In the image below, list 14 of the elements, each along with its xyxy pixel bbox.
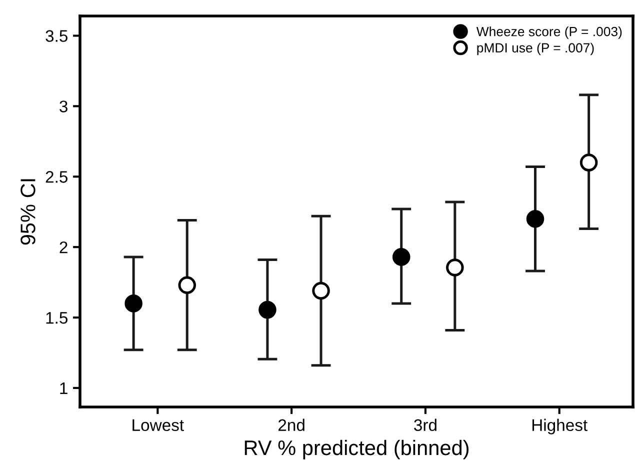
x-tick-label: 2nd: [278, 418, 304, 432]
x-tick-label: Highest: [532, 418, 588, 434]
legend-label: pMDI use (P = .007): [477, 42, 594, 56]
y-tick-label: 1.5: [46, 312, 68, 324]
x-tick-label: Lowest: [132, 419, 184, 432]
y-tick-label: 3.5: [46, 30, 68, 42]
x-tick-label: 3rd: [414, 418, 436, 432]
y-tick-label: 2: [60, 241, 68, 254]
y-tick-label: 3: [60, 100, 68, 112]
y-tick-label: 2.5: [46, 171, 68, 183]
y-tick-label: 1: [60, 382, 68, 394]
legend-label: Wheeze score (P = .003): [476, 26, 622, 39]
x-axis-title: RV % predicted (binned): [244, 440, 469, 460]
y-axis-title: 95% CI: [20, 179, 36, 245]
